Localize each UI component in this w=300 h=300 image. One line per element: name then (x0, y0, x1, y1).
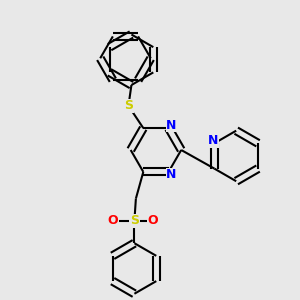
Text: S: S (124, 99, 133, 112)
Text: S: S (130, 214, 139, 227)
Text: N: N (208, 134, 218, 147)
Text: O: O (107, 214, 118, 227)
Text: O: O (148, 214, 158, 227)
Text: N: N (166, 119, 176, 132)
Text: N: N (166, 168, 176, 181)
